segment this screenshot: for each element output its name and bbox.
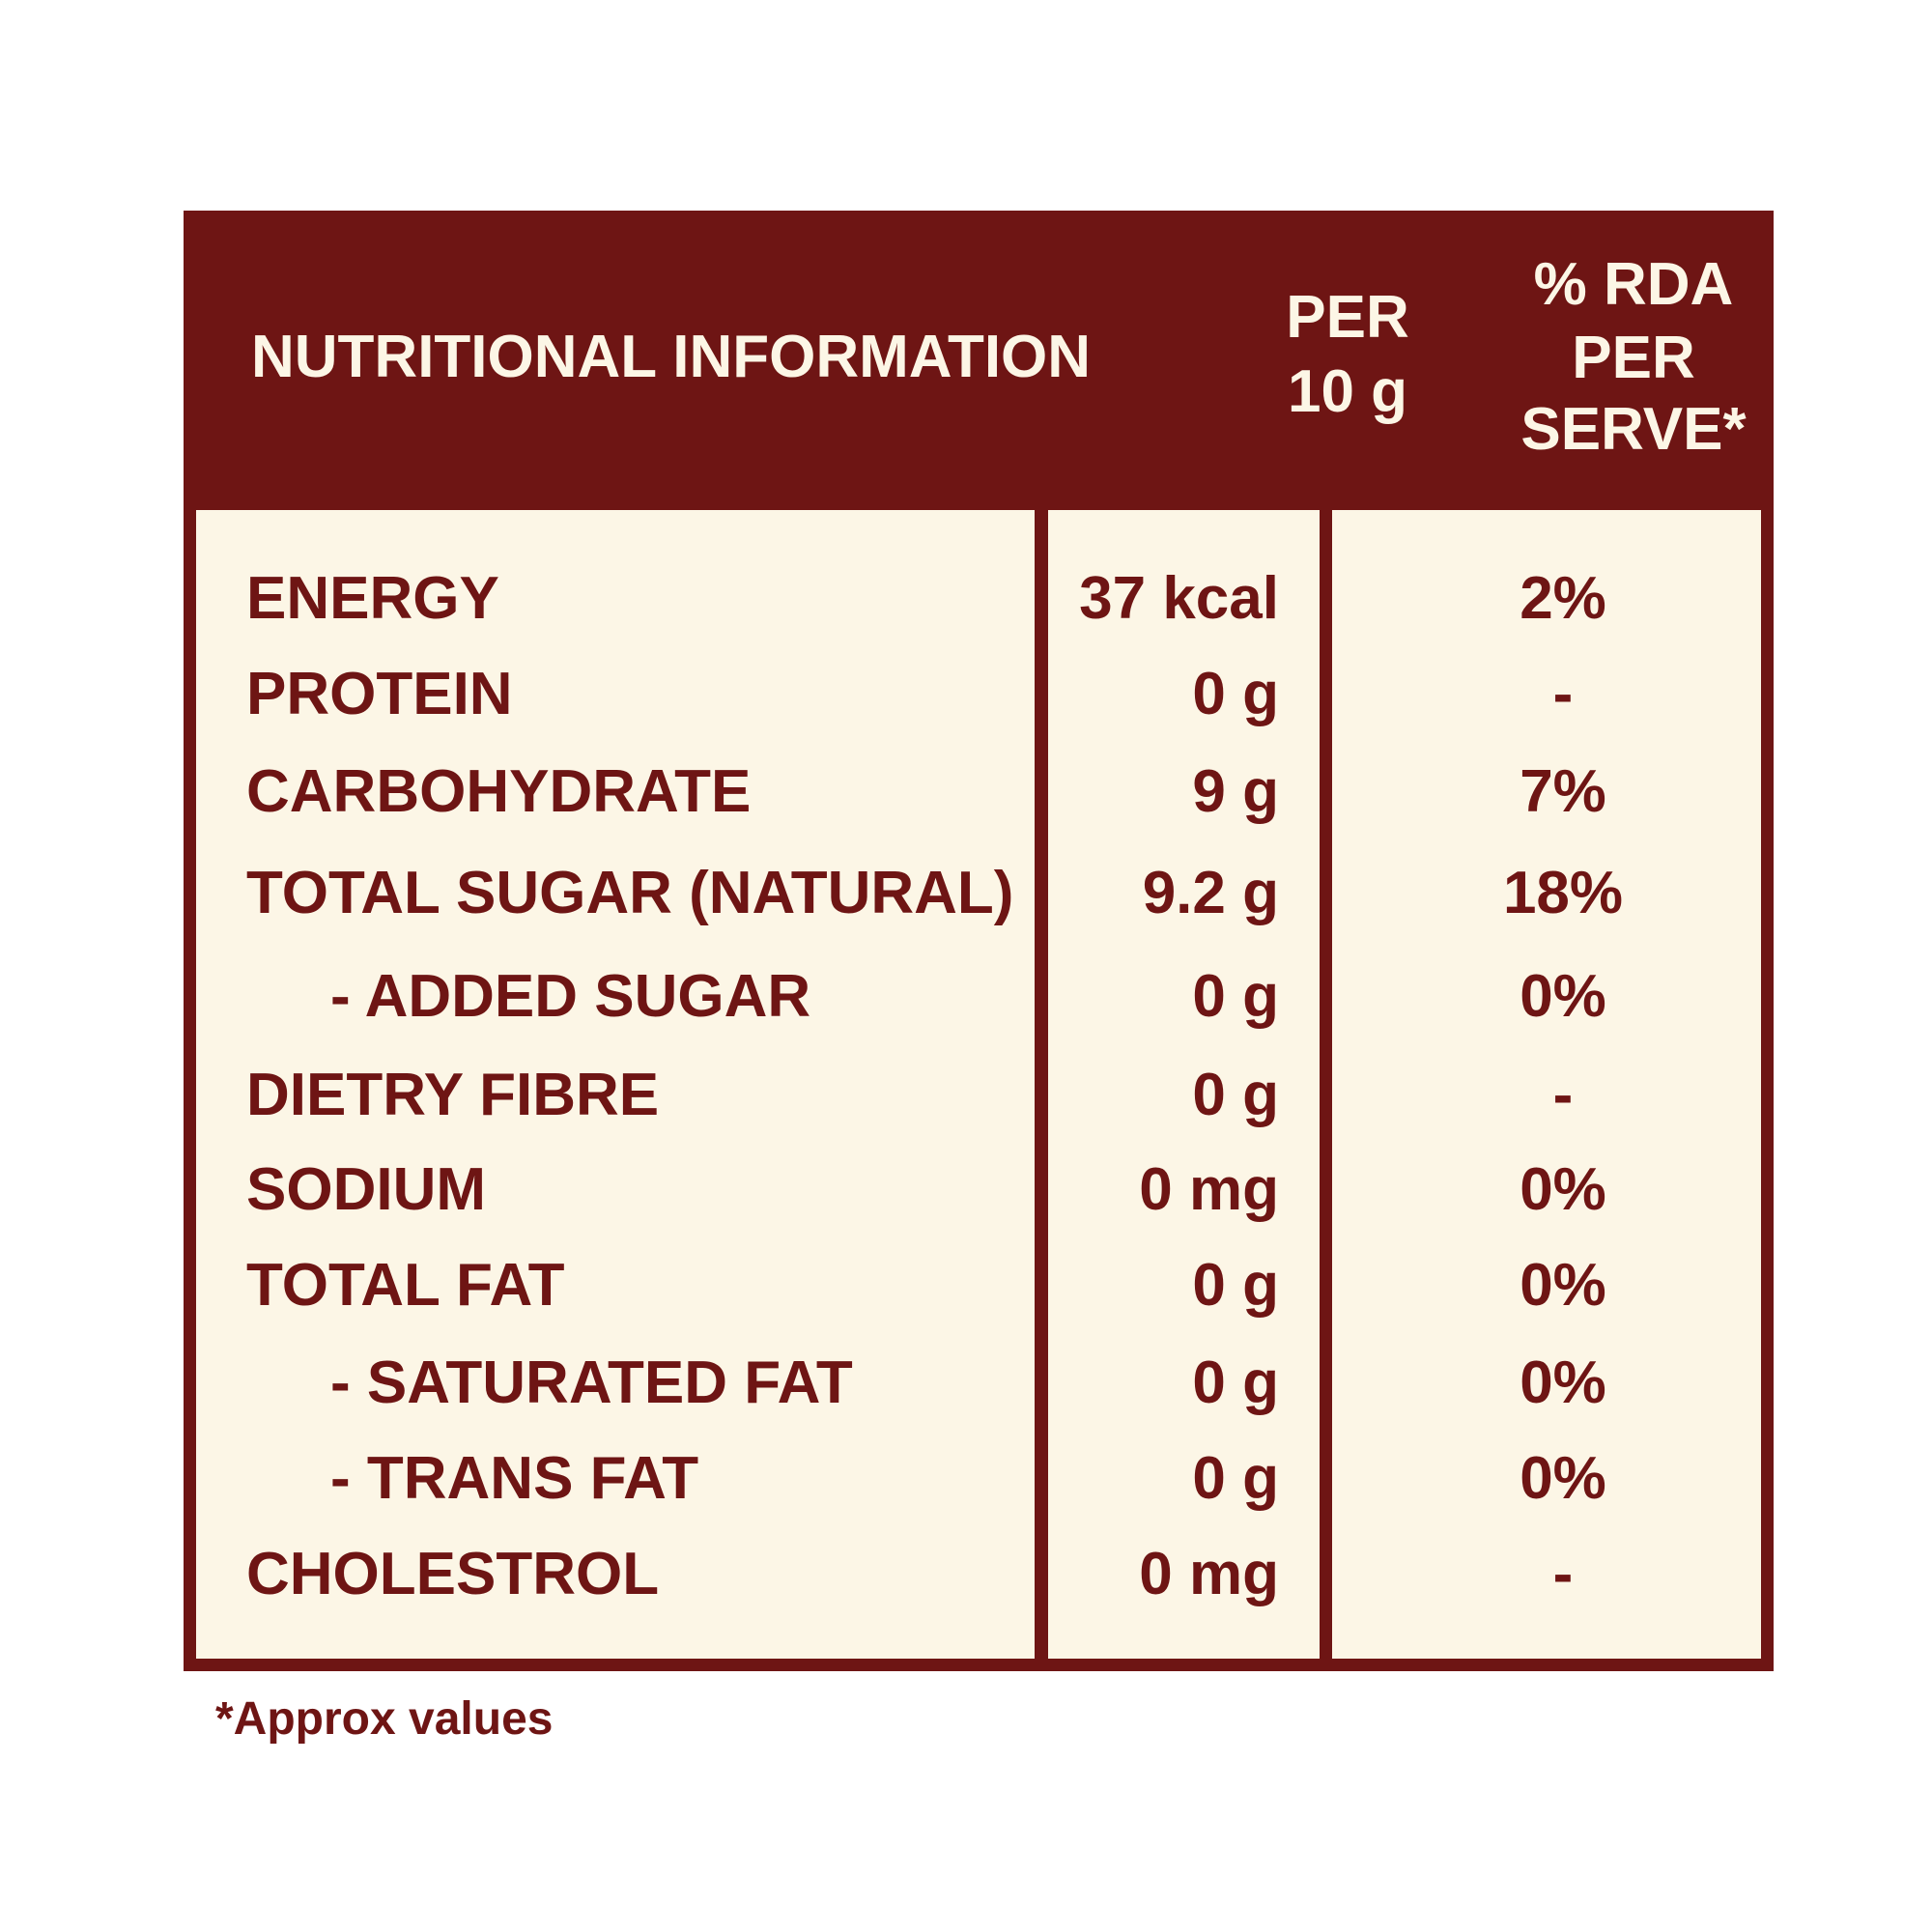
row-rda-value: - bbox=[1552, 661, 1574, 727]
row-per-value: 0 g bbox=[1192, 661, 1279, 727]
row-rda-value: 0% bbox=[1520, 1445, 1606, 1512]
rda-column bbox=[1332, 510, 1761, 1659]
row-per-value: 0 g bbox=[1192, 963, 1279, 1030]
row-rda-value: 0% bbox=[1520, 1252, 1606, 1319]
row-per-value: 9 g bbox=[1192, 758, 1279, 825]
row-label: DIETRY FIBRE bbox=[246, 1062, 660, 1128]
row-label: - ADDED SUGAR bbox=[330, 963, 811, 1030]
row-per-value: 0 g bbox=[1192, 1252, 1279, 1319]
row-label: PROTEIN bbox=[246, 661, 513, 727]
row-label: ENERGY bbox=[246, 565, 499, 632]
row-label: SODIUM bbox=[246, 1156, 486, 1223]
row-rda-value: 2% bbox=[1520, 565, 1606, 632]
header-rda: PER bbox=[1572, 325, 1695, 391]
row-label: CHOLESTROL bbox=[246, 1541, 660, 1607]
row-rda-value: - bbox=[1552, 1541, 1574, 1607]
row-per-value: 37 kcal bbox=[1079, 565, 1279, 632]
header-title: NUTRITIONAL INFORMATION bbox=[251, 324, 1092, 390]
header-rda: % RDA bbox=[1533, 251, 1734, 318]
row-per-value: 9.2 g bbox=[1142, 860, 1279, 926]
label-column bbox=[196, 510, 1035, 1659]
row-label: - SATURATED FAT bbox=[330, 1350, 853, 1416]
row-label: - TRANS FAT bbox=[330, 1445, 699, 1512]
row-label: TOTAL SUGAR (NATURAL) bbox=[246, 860, 1014, 926]
footnote: *Approx values bbox=[215, 1693, 554, 1745]
header-rda: SERVE* bbox=[1520, 396, 1747, 463]
row-rda-value: 0% bbox=[1520, 963, 1606, 1030]
row-per-value: 0 g bbox=[1192, 1445, 1279, 1512]
row-per-value: 0 mg bbox=[1139, 1541, 1279, 1607]
header-per: PER bbox=[1286, 284, 1409, 351]
row-rda-value: 0% bbox=[1520, 1350, 1606, 1416]
row-rda-value: 18% bbox=[1502, 860, 1624, 926]
row-rda-value: 7% bbox=[1520, 758, 1606, 825]
row-label: TOTAL FAT bbox=[246, 1252, 565, 1319]
row-per-value: 0 mg bbox=[1139, 1156, 1279, 1223]
row-rda-value: 0% bbox=[1520, 1156, 1606, 1223]
row-rda-value: - bbox=[1552, 1062, 1574, 1128]
row-label: CARBOHYDRATE bbox=[246, 758, 752, 825]
header-per: 10 g bbox=[1287, 358, 1408, 425]
per-column bbox=[1048, 510, 1320, 1659]
row-per-value: 0 g bbox=[1192, 1350, 1279, 1416]
row-per-value: 0 g bbox=[1192, 1062, 1279, 1128]
